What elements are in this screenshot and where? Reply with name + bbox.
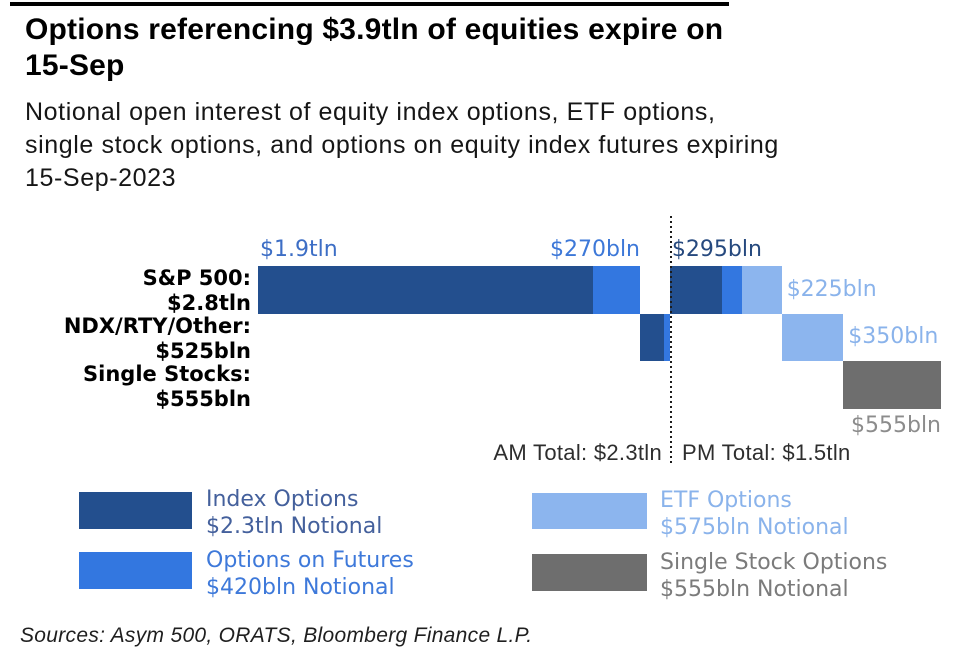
bar-segment-etf (781, 313, 844, 362)
legend-swatch-options-on-futures (79, 552, 192, 589)
legend-swatch-etf-options (532, 493, 647, 529)
am-pm-divider-line (669, 216, 672, 463)
legend-swatch-index-options (79, 492, 192, 529)
bar-segment-futures (592, 266, 640, 314)
value-label-index: $1.9tln (260, 237, 338, 262)
title-line-1: Options referencing $3.9tln of equities … (25, 13, 724, 46)
subtitle-line-1: Notional open interest of equity index o… (25, 98, 716, 126)
am-total-label: AM Total: $2.3tln (493, 440, 662, 465)
legend-text-options-on-futures: Options on Futures $420bln Notional (206, 548, 414, 600)
value-label-etf: $225bln (786, 276, 877, 302)
legend-text-index-options: Index Options $2.3tln Notional (206, 487, 383, 539)
value-label-futures: $270bln (549, 237, 640, 262)
value-label-index: $295bln (671, 237, 762, 262)
row-label-sp500: S&P 500: $2.8tln (142, 266, 251, 315)
subtitle-line-2: single stock options, and options on equ… (25, 131, 779, 159)
legend-text-etf-options: ETF Options $575bln Notional (660, 488, 849, 540)
bar-segment-index (258, 266, 593, 314)
top-rule (10, 2, 729, 6)
pm-total-label: PM Total: $1.5tln (682, 440, 851, 465)
bar-segment-etf (742, 266, 782, 314)
legend-swatch-single-stock-options (532, 554, 647, 591)
subtitle-line-3: 15-Sep-2023 (25, 164, 177, 192)
bar-segment-single (843, 361, 941, 409)
chart-subtitle: Notional open interest of equity index o… (25, 96, 779, 195)
title-line-2: 15-Sep (25, 49, 125, 82)
row-label-single-stocks: Single Stocks: $555bln (83, 362, 251, 411)
bar-segment-futures (663, 313, 670, 362)
value-label-etf: $350bln (848, 324, 939, 350)
row-label-ndx-rty-other: NDX/RTY/Other: $525bln (63, 314, 251, 363)
bar-segment-index (669, 266, 722, 314)
bar-segment-futures (721, 266, 742, 314)
legend-text-single-stock-options: Single Stock Options $555bln Notional (660, 550, 888, 602)
bar-segment-index (640, 313, 664, 362)
page-title: Options referencing $3.9tln of equities … (25, 12, 723, 84)
sources-line: Sources: Asym 500, ORATS, Bloomberg Fina… (20, 624, 533, 647)
value-label-single: $555bln (850, 412, 941, 438)
